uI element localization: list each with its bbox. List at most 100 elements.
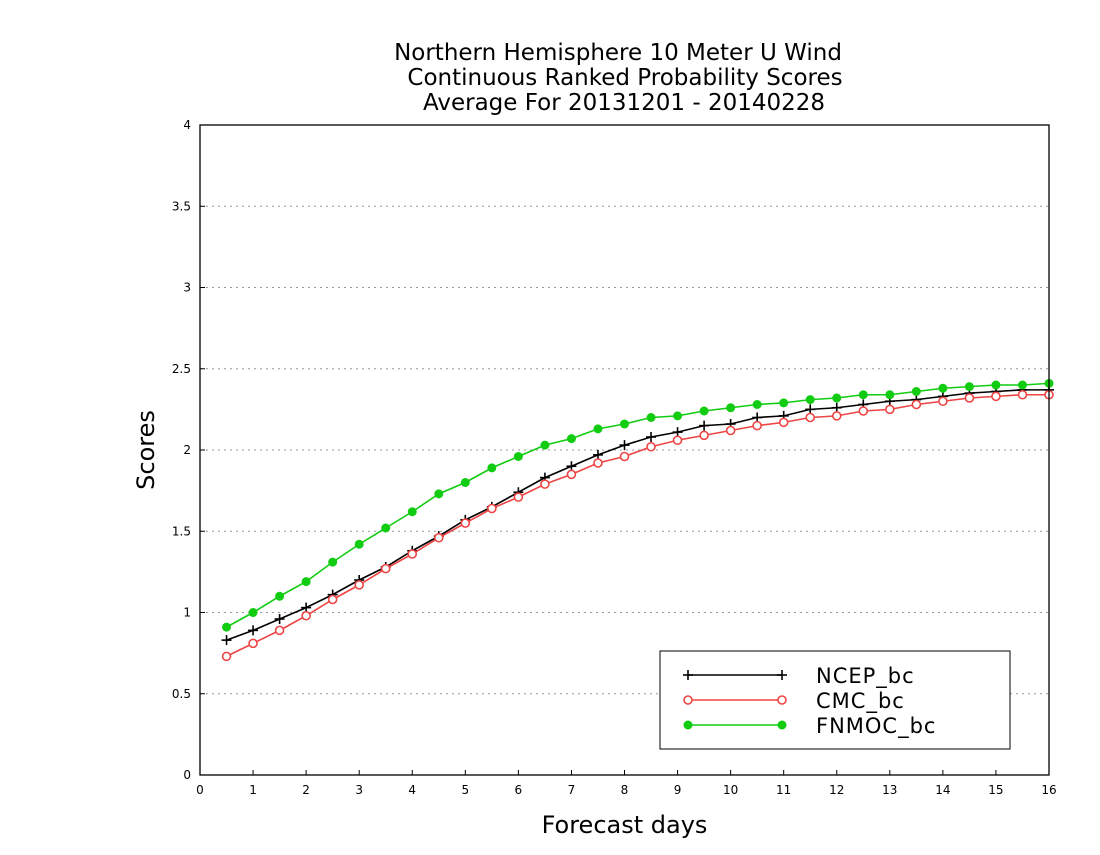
legend-label: NCEP_bc [816,664,915,689]
series-line [226,393,1049,658]
data-point [858,406,869,416]
data-point [513,452,523,461]
data-point [540,479,550,489]
data-point [725,425,736,436]
data-point [1017,380,1027,390]
x-tick-label: 15 [988,783,1003,797]
data-point [672,435,683,446]
data-point [248,625,259,636]
data-point [938,396,948,407]
data-point [777,720,787,730]
data-point [911,399,922,410]
data-point [460,478,470,487]
data-point [354,539,364,549]
data-point [274,625,285,636]
data-point [752,400,762,409]
data-point [327,594,338,605]
series-fnmoc-bc [222,378,1054,632]
y-tick-label: 1 [183,606,191,620]
legend-label: CMC_bc [816,689,905,714]
series-ncep-bc [221,384,1054,646]
data-point [699,420,710,431]
x-tick-label: 13 [882,783,897,797]
data-point [911,387,921,396]
y-tick-label: 4 [183,118,191,132]
data-point [328,557,338,567]
y-tick-label: 0.5 [172,687,191,701]
data-point [1017,389,1028,400]
data-point [434,489,444,499]
data-point [407,507,417,517]
series-cmc-bc [221,389,1054,662]
data-point [805,412,816,423]
data-point [646,413,656,422]
data-point [777,695,787,705]
title-line-1: Northern Hemisphere 10 Meter U Wind [394,40,842,66]
legend-entry: FNMOC_bc [683,714,936,739]
data-point [566,469,577,480]
legend-entry: CMC_bc [683,689,905,714]
data-point [301,577,311,587]
data-point [858,390,868,400]
x-tick-label: 1 [249,783,257,797]
x-tick-label: 11 [776,783,791,797]
y-tick-label: 3.5 [172,199,191,213]
legend-label: FNMOC_bc [816,714,936,739]
data-point [673,411,683,421]
data-point [885,390,895,400]
data-point [221,635,232,646]
data-point [248,638,258,649]
data-point [275,591,285,601]
data-point [566,434,576,444]
data-point [222,622,232,632]
data-point [964,393,975,403]
data-point [683,695,693,705]
data-point [593,424,603,434]
data-point [460,518,471,528]
x-tick-label: 5 [461,783,469,797]
x-tick-label: 6 [515,783,523,797]
x-tick-label: 4 [408,783,416,797]
series-line [226,389,1049,641]
data-point [248,608,258,617]
data-point [380,563,391,574]
data-point [699,406,709,416]
data-point [487,503,497,514]
data-point [683,670,693,680]
data-point [487,463,497,473]
title-line-2: Continuous Ranked Probability Scores [407,65,842,91]
data-point [407,549,418,559]
y-tick-label: 1.5 [172,524,191,538]
title-line-3: Average For 20131201 - 20140228 [423,90,825,116]
data-point [726,403,736,413]
data-point [777,670,787,680]
data-point [540,440,550,450]
x-tick-label: 3 [355,783,363,797]
y-tick-label: 3 [183,281,191,295]
y-tick-label: 2 [183,443,191,457]
x-tick-label: 10 [723,783,738,797]
x-tick-label: 16 [1041,783,1056,797]
data-point [619,451,630,462]
data-point [646,441,656,452]
data-point [513,492,524,502]
data-point [593,458,603,468]
y-axis-label: Scores [132,410,160,490]
chart-title: Northern Hemisphere 10 Meter U Wind Cont… [394,40,843,116]
x-tick-label: 14 [935,783,950,797]
x-tick-label: 9 [674,783,682,797]
data-point [619,440,630,451]
data-point [752,420,762,431]
data-point [381,523,391,533]
x-tick-label: 0 [196,783,204,797]
data-point [832,393,842,403]
data-point [354,580,364,590]
data-point [991,391,1001,402]
y-tick-label: 2.5 [172,362,191,376]
data-point [938,383,948,393]
data-point [779,398,789,408]
data-point [646,432,657,442]
legend-entry: NCEP_bc [683,664,915,689]
